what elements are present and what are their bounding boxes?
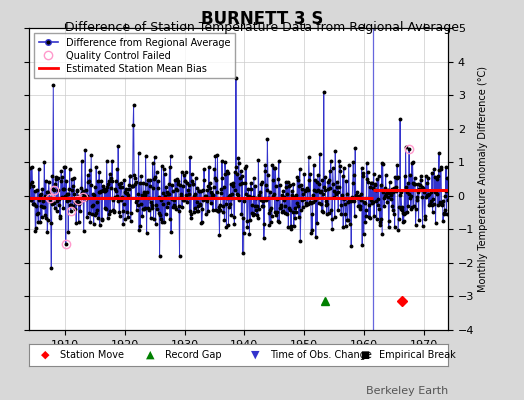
Text: ◆: ◆	[41, 350, 50, 360]
Text: Berkeley Earth: Berkeley Earth	[366, 386, 448, 396]
Text: Empirical Break: Empirical Break	[379, 350, 455, 360]
Text: Record Gap: Record Gap	[165, 350, 222, 360]
Text: ▲: ▲	[146, 350, 155, 360]
Text: Time of Obs. Change: Time of Obs. Change	[270, 350, 372, 360]
Text: ■: ■	[360, 350, 369, 360]
Y-axis label: Monthly Temperature Anomaly Difference (°C): Monthly Temperature Anomaly Difference (…	[478, 66, 488, 292]
Legend: Difference from Regional Average, Quality Control Failed, Estimated Station Mean: Difference from Regional Average, Qualit…	[34, 33, 235, 78]
Text: ▼: ▼	[251, 350, 259, 360]
Text: Station Move: Station Move	[60, 350, 124, 360]
Text: Difference of Station Temperature Data from Regional Average: Difference of Station Temperature Data f…	[65, 21, 459, 34]
Text: BURNETT 3 S: BURNETT 3 S	[201, 10, 323, 28]
